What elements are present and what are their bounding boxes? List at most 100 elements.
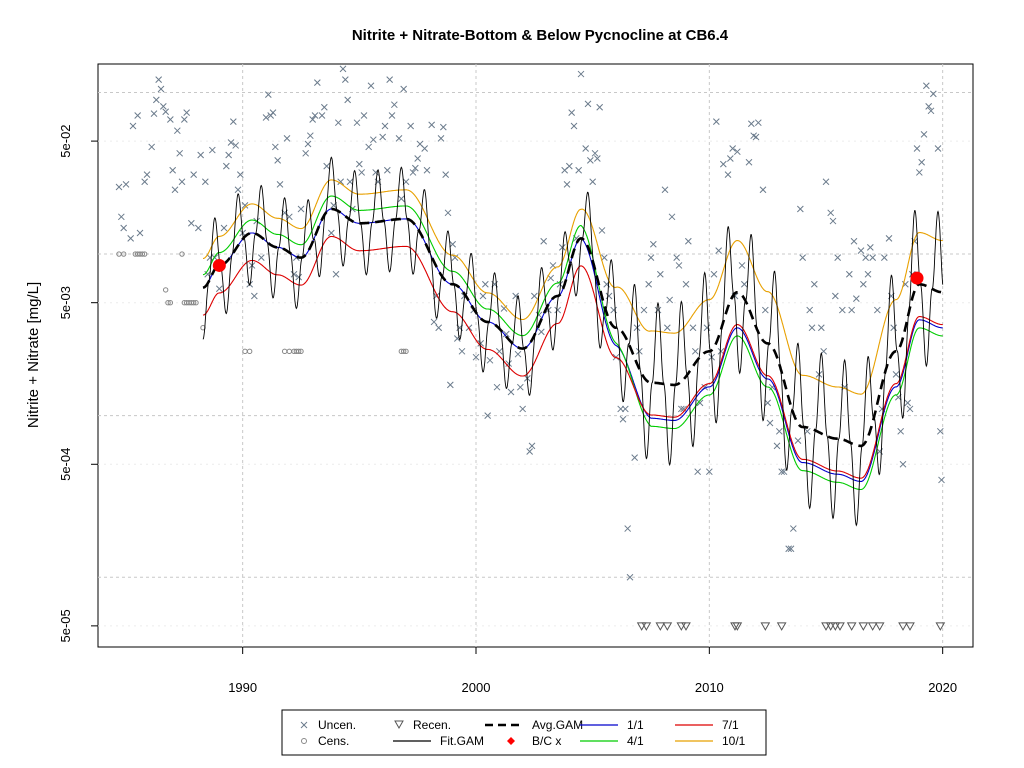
- x-mark-stroke: [274, 157, 282, 164]
- x-mark-stroke: [295, 273, 303, 281]
- uncensored-point: [631, 454, 639, 461]
- recensored-point: [825, 622, 836, 631]
- x-mark-stroke: [423, 166, 431, 174]
- uncensored-point: [934, 145, 942, 152]
- uncensored-point: [724, 171, 732, 178]
- x-mark-stroke: [152, 96, 160, 104]
- x-mark-stroke: [668, 213, 676, 221]
- uncensored-point: [920, 131, 928, 138]
- recensored-point: [898, 622, 908, 631]
- uncensored-point: [645, 280, 653, 288]
- uncensored-point: [414, 155, 422, 162]
- x-mark-stroke: [516, 383, 524, 391]
- x-mark-stroke: [435, 324, 443, 332]
- x-mark-stroke: [656, 270, 664, 278]
- uncensored-point: [166, 116, 174, 123]
- uncensored-point: [320, 103, 328, 111]
- uncensored-point: [845, 270, 853, 278]
- recensored-point: [655, 622, 666, 631]
- x-mark-stroke: [565, 162, 573, 170]
- x-mark-stroke: [556, 280, 564, 288]
- uncensored-point: [519, 405, 527, 413]
- uncensored-point: [220, 224, 228, 232]
- x-mark-stroke: [115, 183, 123, 191]
- x-tick-label: 2010: [695, 680, 724, 695]
- legend: Uncen. Cens. Recen. Fit.GAM Avg.GAM B/C x 1/1 4…: [281, 709, 767, 756]
- uncensored-point: [526, 448, 534, 455]
- censored-point: [141, 251, 148, 257]
- x-mark-stroke: [157, 85, 165, 93]
- x-mark-stroke: [306, 132, 314, 140]
- x-mark-stroke: [549, 262, 557, 269]
- x-mark-stroke: [421, 145, 429, 152]
- uncensored-point: [589, 178, 597, 186]
- x-mark-stroke: [292, 254, 300, 261]
- x-mark-stroke: [866, 244, 874, 251]
- uncensored-point: [225, 151, 233, 159]
- uncensored-point: [927, 107, 935, 115]
- uncensored-point: [703, 324, 711, 332]
- x-mark-stroke: [922, 82, 930, 90]
- x-mark-stroke: [852, 295, 860, 302]
- uncensored-point: [215, 285, 223, 293]
- x-mark-stroke: [180, 116, 188, 123]
- x-mark-stroke: [222, 162, 230, 170]
- x-mark-stroke: [439, 123, 447, 131]
- x-mark-stroke: [141, 178, 149, 186]
- x-mark-stroke: [570, 122, 578, 130]
- legend-label: 4/1: [627, 734, 644, 748]
- x-mark-stroke: [332, 270, 340, 278]
- uncensored-point: [691, 347, 699, 355]
- uncensored-point: [582, 145, 590, 152]
- x-mark-stroke: [481, 280, 489, 288]
- recensored-point: [676, 622, 687, 631]
- uncensored-point: [344, 96, 352, 104]
- uncensored-point: [176, 149, 184, 157]
- x-mark-stroke: [477, 340, 485, 347]
- x-mark-stroke: [129, 122, 137, 130]
- uncensored-point: [117, 213, 125, 221]
- uncensored-point: [449, 240, 457, 248]
- uncensored-point: [565, 162, 573, 170]
- x-mark-stroke: [400, 85, 408, 93]
- x-mark-stroke: [365, 143, 373, 151]
- x-mark-stroke: [717, 347, 725, 355]
- uncensored-point: [915, 169, 923, 176]
- uncensored-point: [682, 280, 690, 288]
- x-mark-stroke: [918, 158, 926, 166]
- x-mark-stroke: [890, 324, 898, 332]
- uncensored-point: [444, 209, 452, 217]
- censored-point: [281, 348, 288, 355]
- uncensored-point: [649, 240, 657, 248]
- uncensored-point: [423, 166, 431, 174]
- censored-point: [242, 348, 248, 355]
- uncensored-point: [208, 146, 216, 154]
- x-mark-stroke: [558, 244, 566, 251]
- uncensored-point: [673, 254, 681, 261]
- y-tick-label: 5e-05: [58, 609, 73, 642]
- x-mark-stroke: [120, 224, 128, 232]
- x-mark-stroke: [201, 178, 209, 186]
- x-mark-stroke: [605, 292, 613, 300]
- data-points: [115, 65, 946, 631]
- uncensored-point: [568, 109, 576, 116]
- x-mark-stroke: [269, 109, 277, 116]
- x-mark-stroke: [353, 119, 361, 127]
- uncensored-point: [241, 202, 249, 209]
- x-mark-stroke: [358, 169, 366, 176]
- x-mark-stroke: [586, 157, 594, 164]
- legend-entry: Fit.GAM: [393, 734, 484, 748]
- x-mark-stroke: [682, 280, 690, 288]
- legend-label: 1/1: [627, 718, 644, 732]
- legend-box: [281, 709, 767, 756]
- y-tick-label: 5e-03: [58, 286, 73, 319]
- x-mark-stroke: [610, 306, 618, 314]
- x-mark-stroke: [827, 209, 835, 217]
- x-mark-stroke: [327, 229, 335, 237]
- uncensored-point: [169, 166, 177, 174]
- x-mark-stroke: [227, 139, 235, 146]
- x-mark-stroke: [493, 383, 501, 391]
- x-mark-stroke: [309, 116, 317, 123]
- legend-triangle-icon: [394, 720, 404, 730]
- x-mark-stroke: [320, 103, 328, 111]
